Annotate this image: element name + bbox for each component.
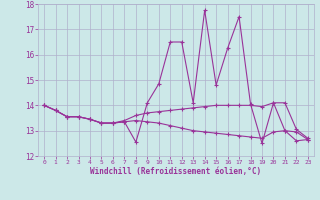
X-axis label: Windchill (Refroidissement éolien,°C): Windchill (Refroidissement éolien,°C) (91, 167, 261, 176)
